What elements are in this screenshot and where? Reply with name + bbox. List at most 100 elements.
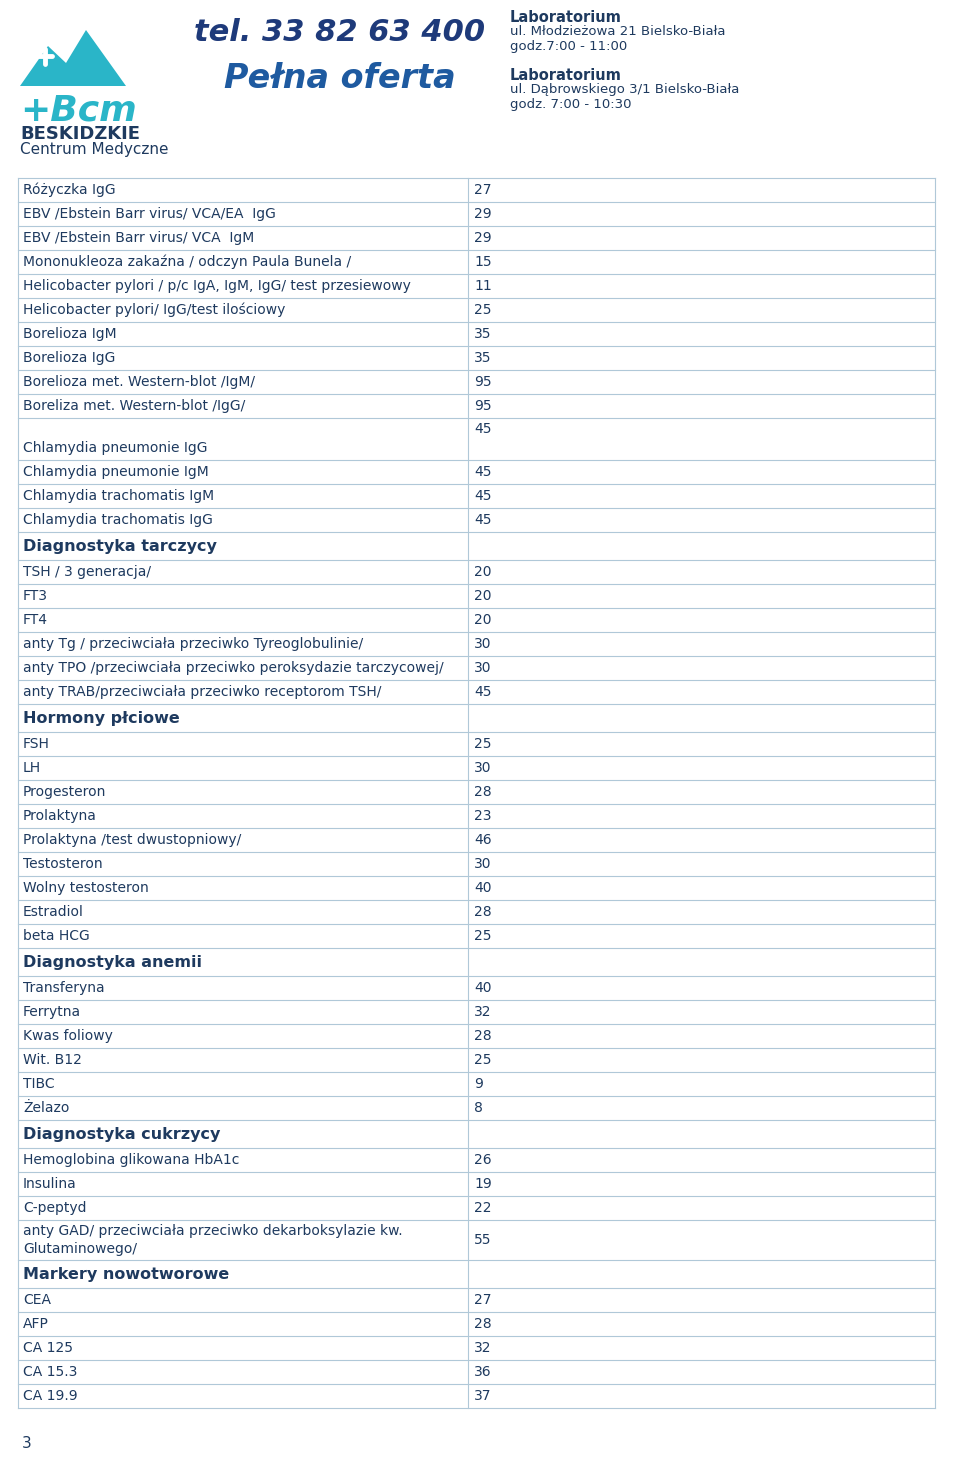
Text: Chlamydia trachomatis IgM: Chlamydia trachomatis IgM xyxy=(23,489,214,502)
Text: Laboratorium: Laboratorium xyxy=(510,68,622,84)
Text: 29: 29 xyxy=(474,231,492,245)
Bar xyxy=(18,632,935,657)
Text: TSH / 3 generacja/: TSH / 3 generacja/ xyxy=(23,566,151,579)
Text: 45: 45 xyxy=(474,422,492,436)
Bar xyxy=(18,657,935,680)
Text: 45: 45 xyxy=(474,466,492,479)
Text: Hormony płciowe: Hormony płciowe xyxy=(23,711,180,726)
Text: anty GAD/ przeciwciała przeciwko dekarboksylazie kw.
Glutaminowego/: anty GAD/ przeciwciała przeciwko dekarbo… xyxy=(23,1224,402,1256)
Text: 19: 19 xyxy=(474,1177,492,1191)
Text: 30: 30 xyxy=(474,856,492,871)
Text: 25: 25 xyxy=(474,303,492,317)
Text: FSH: FSH xyxy=(23,737,50,751)
Text: Progesteron: Progesteron xyxy=(23,784,107,799)
Text: 37: 37 xyxy=(474,1390,492,1403)
Text: Pełna oferta: Pełna oferta xyxy=(225,62,456,95)
Polygon shape xyxy=(20,29,126,87)
Bar xyxy=(18,757,935,780)
Text: 32: 32 xyxy=(474,1005,492,1019)
Text: Helicobacter pylori/ IgG/test ilościowy: Helicobacter pylori/ IgG/test ilościowy xyxy=(23,303,285,317)
Bar xyxy=(18,975,935,1000)
Text: 22: 22 xyxy=(474,1202,492,1215)
Bar xyxy=(18,347,935,370)
Text: Mononukleoza zakaźna / odczyn Paula Bunela /: Mononukleoza zakaźna / odczyn Paula Bune… xyxy=(23,254,351,269)
Text: Wit. B12: Wit. B12 xyxy=(23,1053,82,1066)
Bar xyxy=(18,322,935,347)
Text: 36: 36 xyxy=(474,1365,492,1379)
Text: CA 125: CA 125 xyxy=(23,1341,73,1354)
Bar xyxy=(18,560,935,585)
Bar xyxy=(18,1072,935,1096)
Text: 26: 26 xyxy=(474,1153,492,1166)
Text: anty TPO /przeciwciała przeciwko peroksydazie tarczycowej/: anty TPO /przeciwciała przeciwko peroksy… xyxy=(23,661,444,674)
Text: Chlamydia trachomatis IgG: Chlamydia trachomatis IgG xyxy=(23,513,213,527)
Text: FT3: FT3 xyxy=(23,589,48,602)
Text: BESKIDZKIE: BESKIDZKIE xyxy=(20,125,140,142)
Text: Żelazo: Żelazo xyxy=(23,1100,69,1115)
Text: ul. Młodzieżowa 21 Bielsko-Biała: ul. Młodzieżowa 21 Bielsko-Biała xyxy=(510,25,726,38)
Text: Diagnostyka cukrzycy: Diagnostyka cukrzycy xyxy=(23,1127,221,1141)
Bar xyxy=(18,370,935,394)
Text: EBV /Ebstein Barr virus/ VCA/EA  IgG: EBV /Ebstein Barr virus/ VCA/EA IgG xyxy=(23,207,276,220)
Text: Hemoglobina glikowana HbA1c: Hemoglobina glikowana HbA1c xyxy=(23,1153,239,1166)
Text: 45: 45 xyxy=(474,489,492,502)
Text: +Bcm: +Bcm xyxy=(20,93,136,126)
Text: beta HCG: beta HCG xyxy=(23,928,89,943)
Bar xyxy=(18,226,935,250)
Bar xyxy=(18,704,935,732)
Text: 9: 9 xyxy=(474,1077,483,1091)
Text: Borelioza met. Western-blot /IgM/: Borelioza met. Western-blot /IgM/ xyxy=(23,375,255,389)
Bar xyxy=(18,532,935,560)
Text: C-peptyd: C-peptyd xyxy=(23,1202,86,1215)
Text: 32: 32 xyxy=(474,1341,492,1354)
Text: 35: 35 xyxy=(474,351,492,364)
Bar xyxy=(18,203,935,226)
Bar xyxy=(18,275,935,298)
Text: LH: LH xyxy=(23,761,41,776)
Text: EBV /Ebstein Barr virus/ VCA  IgM: EBV /Ebstein Barr virus/ VCA IgM xyxy=(23,231,254,245)
Text: Helicobacter pylori / p/c IgA, IgM, IgG/ test przesiewowy: Helicobacter pylori / p/c IgA, IgM, IgG/… xyxy=(23,279,411,292)
Bar xyxy=(18,1172,935,1196)
Bar xyxy=(18,876,935,900)
Text: 27: 27 xyxy=(474,184,492,197)
Bar xyxy=(18,608,935,632)
Text: 27: 27 xyxy=(474,1293,492,1307)
Text: 28: 28 xyxy=(474,1318,492,1331)
Text: Kwas foliowy: Kwas foliowy xyxy=(23,1028,113,1043)
Text: Różyczka IgG: Różyczka IgG xyxy=(23,182,115,197)
Text: Prolaktyna: Prolaktyna xyxy=(23,809,97,823)
Bar xyxy=(18,852,935,876)
Text: Diagnostyka anemii: Diagnostyka anemii xyxy=(23,955,202,970)
Bar xyxy=(18,1047,935,1072)
Text: 45: 45 xyxy=(474,685,492,699)
Text: 30: 30 xyxy=(474,761,492,776)
Text: 8: 8 xyxy=(474,1100,483,1115)
Text: 29: 29 xyxy=(474,207,492,220)
Bar xyxy=(18,1024,935,1047)
Bar xyxy=(18,250,935,275)
Text: Laboratorium: Laboratorium xyxy=(510,10,622,25)
Text: Centrum Medyczne: Centrum Medyczne xyxy=(20,142,169,157)
Bar xyxy=(18,1384,935,1407)
Text: Estradiol: Estradiol xyxy=(23,905,84,920)
Bar xyxy=(18,1288,935,1312)
Text: 20: 20 xyxy=(474,566,492,579)
Text: 55: 55 xyxy=(474,1232,492,1247)
Text: Prolaktyna /test dwustopniowy/: Prolaktyna /test dwustopniowy/ xyxy=(23,833,241,848)
Bar xyxy=(18,1335,935,1360)
Text: Insulina: Insulina xyxy=(23,1177,77,1191)
Text: 25: 25 xyxy=(474,928,492,943)
Text: 40: 40 xyxy=(474,881,492,895)
Text: godz.7:00 - 11:00: godz.7:00 - 11:00 xyxy=(510,40,627,53)
Text: Borelioza IgG: Borelioza IgG xyxy=(23,351,115,364)
Text: AFP: AFP xyxy=(23,1318,49,1331)
Text: 35: 35 xyxy=(474,328,492,341)
Text: tel. 33 82 63 400: tel. 33 82 63 400 xyxy=(195,18,486,47)
Bar xyxy=(18,1147,935,1172)
Bar xyxy=(18,1096,935,1119)
Text: Markery nowotworowe: Markery nowotworowe xyxy=(23,1266,229,1281)
Bar xyxy=(18,298,935,322)
Bar xyxy=(18,780,935,804)
Text: Borelioza IgM: Borelioza IgM xyxy=(23,328,116,341)
Text: 30: 30 xyxy=(474,638,492,651)
